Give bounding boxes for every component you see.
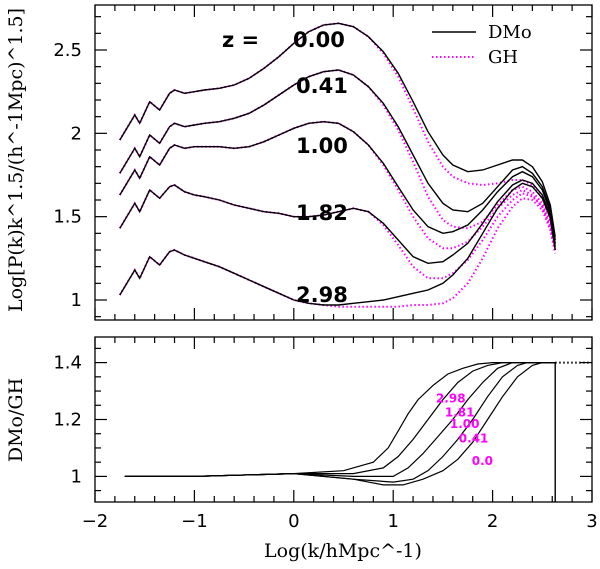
legend-dmo-label: DMo: [488, 22, 532, 43]
dmo-curve-z0.00: [119, 22, 556, 237]
top-panel: 1 1.5 2 2.5 Log[P(k)k^1.5/(h^-1Mpc)^1.5] z …: [5, 4, 593, 321]
x-tick-label: −2: [82, 511, 109, 532]
bottom-curves: [124, 361, 592, 502]
top-y-tick-label: 1.5: [53, 207, 82, 228]
top-curves: [118, 22, 557, 308]
ratio-label-z0.41: 0.41: [459, 431, 489, 445]
top-plot-frame: [94, 4, 593, 321]
x-tick-label: 3: [586, 511, 597, 532]
ratio-redshift-labels: 2.981.811.000.41 0.0: [436, 391, 493, 468]
bottom-plot-frame: [94, 336, 593, 503]
dmo-curve-z1.00: [119, 120, 556, 244]
x-tick-label: 2: [487, 511, 498, 532]
gh-curve-z1.82: [118, 183, 557, 280]
x-tick-label: 0: [288, 511, 299, 532]
redshift-label-1.00: 1.00: [296, 134, 348, 158]
dmo-curve-z1.82: [119, 179, 556, 265]
ratio-label-z1.82: 1.81: [445, 406, 475, 420]
bottom-y-tick-label: 1.4: [53, 353, 82, 374]
legend: DMo GH: [432, 22, 532, 68]
top-ticks: [94, 5, 593, 320]
top-y-tick-label: 2.5: [53, 40, 82, 61]
redshift-label-0.00: 0.00: [293, 28, 345, 52]
redshift-label-0.41: 0.41: [296, 74, 348, 98]
bottom-y-tick-label: 1: [71, 466, 82, 487]
legend-gh-label: GH: [488, 47, 518, 68]
x-tick-labels: −2 −1 0 1 2 3: [82, 511, 598, 532]
ratio-curve-z2.98: [124, 362, 556, 477]
redshift-label-1.82: 1.82: [296, 201, 348, 225]
ratio-label-z2.98: 2.98: [436, 391, 466, 405]
redshift-prefix-label: z =: [222, 28, 259, 52]
bottom-y-tick-labels: 1 1.2 1.4: [53, 353, 82, 488]
ratio-label-z0.00: 0.0: [472, 454, 493, 468]
bottom-ticks: [94, 337, 593, 502]
gh-curve-z0.00: [118, 22, 557, 242]
redshift-label-2.98: 2.98: [296, 283, 348, 307]
top-y-tick-label: 1: [71, 290, 82, 311]
x-tick-label: 1: [387, 511, 398, 532]
dmo-curve-z2.98: [119, 182, 556, 306]
bottom-panel: 2.981.811.000.41 0.0 1 1.2 1.4 −2 −1 0 1 2 3 DMo…: [5, 336, 598, 562]
x-axis-title: Log(k/hMpc^-1): [264, 540, 422, 562]
top-y-axis-title: Log[P(k)k^1.5/(h^-1Mpc)^1.5]: [5, 8, 27, 312]
x-tick-label: −1: [181, 511, 208, 532]
bottom-y-axis-title: DMo/GH: [5, 378, 27, 462]
bottom-y-tick-label: 1.2: [53, 410, 82, 431]
dmo-curve-z0.41: [119, 69, 556, 241]
top-y-tick-label: 2: [71, 123, 82, 144]
ratio-curve-z0.00: [124, 362, 556, 486]
ratio-label-z1.00: 1.00: [450, 417, 480, 431]
top-y-tick-labels: 1 1.5 2 2.5: [53, 40, 82, 311]
